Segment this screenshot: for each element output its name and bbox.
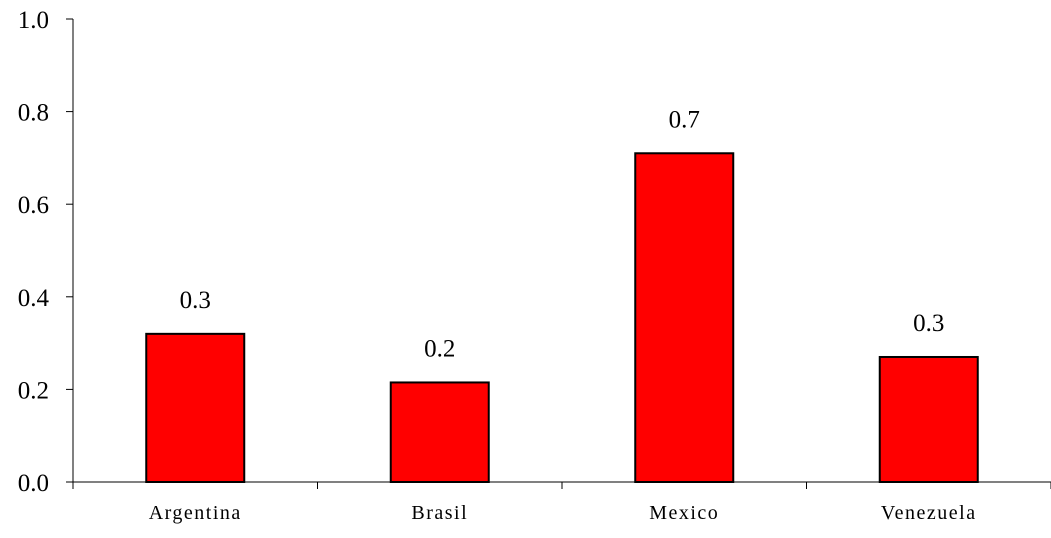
x-tick-label: Mexico [649, 502, 719, 524]
data-label: 0.2 [424, 335, 455, 362]
bar-brasil [389, 381, 490, 483]
y-tick-label: 0.0 [18, 470, 49, 497]
x-tick-label: Argentina [149, 502, 242, 524]
bar-argentina [145, 332, 246, 483]
y-tick-label: 0.8 [18, 100, 49, 127]
data-labels-group: 0.3 0.2 0.7 0.3 [180, 106, 945, 362]
data-label: 0.3 [913, 310, 944, 337]
data-label: 0.7 [669, 106, 700, 133]
bar-mexico [634, 152, 735, 484]
y-tick-label: 0.4 [18, 285, 50, 312]
x-tick-label: Brasil [411, 502, 468, 524]
x-axis: Argentina Brasil Mexico Venezuela [72, 481, 1051, 524]
y-tick-label: 1.0 [18, 7, 49, 34]
bar-venezuela [878, 355, 979, 483]
bars-group [145, 152, 979, 484]
y-tick-label: 0.2 [18, 377, 49, 404]
y-axis: 0.0 0.2 0.4 0.6 0.8 1.0 [18, 7, 74, 497]
y-tick-label: 0.6 [18, 192, 49, 219]
data-label: 0.3 [180, 287, 211, 314]
x-tick-label: Venezuela [881, 502, 977, 524]
